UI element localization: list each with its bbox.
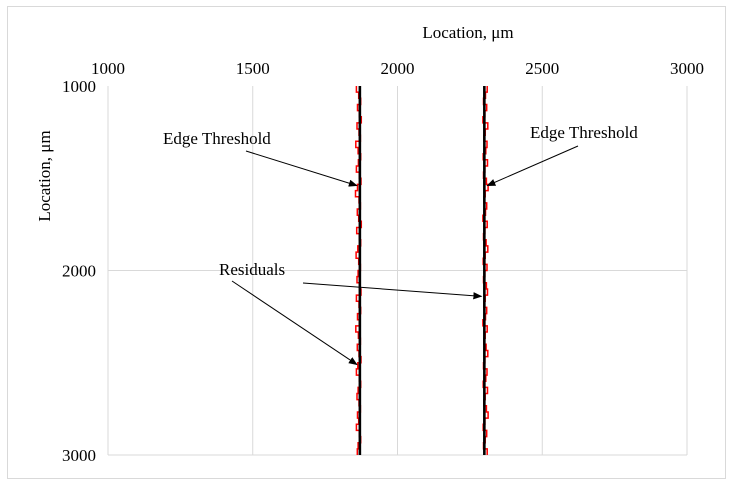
annotation-edge-threshold-left: Edge Threshold <box>163 129 271 148</box>
residual-series-2 <box>482 86 489 455</box>
chart-frame <box>7 6 726 479</box>
y-tick-labels: 1000 2000 3000 <box>62 77 96 465</box>
annotation-arrows <box>231 145 579 366</box>
y-tick-label: 1000 <box>62 77 96 96</box>
gridlines <box>107 86 688 456</box>
annotation-arrow <box>245 150 358 187</box>
x-tick-label: 2000 <box>381 59 415 78</box>
x-tick-label: 3000 <box>670 59 704 78</box>
annotation-arrow <box>302 282 483 300</box>
annotation-residuals: Residuals <box>219 260 285 279</box>
annotation-edge-threshold-right: Edge Threshold <box>530 123 638 142</box>
series-layer <box>354 86 489 455</box>
annotation-arrow <box>486 145 579 187</box>
x-tick-label: 1500 <box>236 59 270 78</box>
x-axis-label: Location, μm <box>422 23 513 42</box>
y-tick-label: 2000 <box>62 262 96 281</box>
x-tick-label: 2500 <box>525 59 559 78</box>
x-tick-labels: 1000 1500 2000 2500 3000 <box>91 59 704 78</box>
annotation-arrow <box>231 280 358 366</box>
y-axis-label: Location, μm <box>35 130 54 221</box>
x-tick-label: 1000 <box>91 59 125 78</box>
y-tick-label: 3000 <box>62 446 96 465</box>
